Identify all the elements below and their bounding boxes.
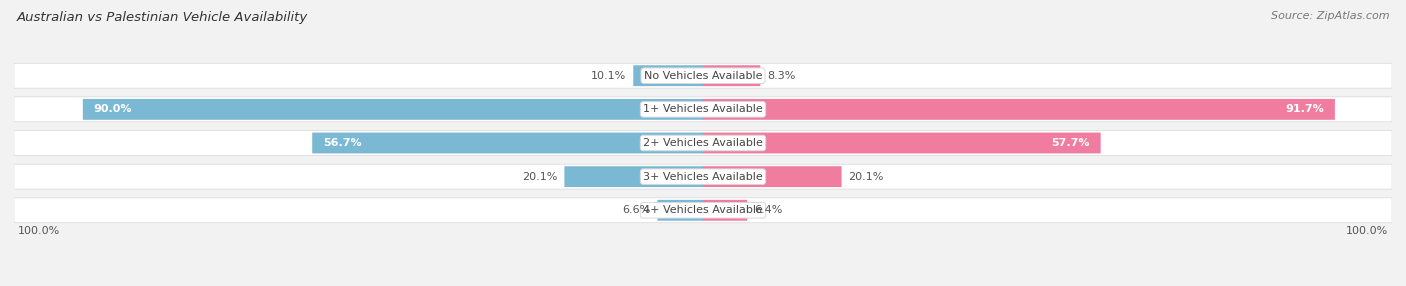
FancyBboxPatch shape <box>703 65 761 86</box>
Text: 100.0%: 100.0% <box>17 226 59 236</box>
Text: 6.4%: 6.4% <box>754 205 782 215</box>
FancyBboxPatch shape <box>14 164 1392 189</box>
Text: 91.7%: 91.7% <box>1285 104 1324 114</box>
FancyBboxPatch shape <box>14 198 1392 223</box>
Text: No Vehicles Available: No Vehicles Available <box>644 71 762 81</box>
Text: 6.6%: 6.6% <box>623 205 651 215</box>
FancyBboxPatch shape <box>633 65 703 86</box>
Text: 4+ Vehicles Available: 4+ Vehicles Available <box>643 205 763 215</box>
Text: 1+ Vehicles Available: 1+ Vehicles Available <box>643 104 763 114</box>
Text: 10.1%: 10.1% <box>592 71 627 81</box>
FancyBboxPatch shape <box>14 130 1392 156</box>
Text: Source: ZipAtlas.com: Source: ZipAtlas.com <box>1271 11 1389 21</box>
Text: 57.7%: 57.7% <box>1052 138 1090 148</box>
FancyBboxPatch shape <box>14 97 1392 122</box>
FancyBboxPatch shape <box>703 166 842 187</box>
FancyBboxPatch shape <box>312 133 703 153</box>
Text: 20.1%: 20.1% <box>522 172 558 182</box>
Text: 8.3%: 8.3% <box>768 71 796 81</box>
FancyBboxPatch shape <box>564 166 703 187</box>
Text: 2+ Vehicles Available: 2+ Vehicles Available <box>643 138 763 148</box>
FancyBboxPatch shape <box>703 133 1101 153</box>
FancyBboxPatch shape <box>658 200 703 221</box>
FancyBboxPatch shape <box>83 99 703 120</box>
FancyBboxPatch shape <box>703 200 747 221</box>
Text: 100.0%: 100.0% <box>1347 226 1389 236</box>
Text: 90.0%: 90.0% <box>93 104 132 114</box>
FancyBboxPatch shape <box>703 99 1334 120</box>
Text: 56.7%: 56.7% <box>323 138 361 148</box>
FancyBboxPatch shape <box>14 63 1392 88</box>
Text: 3+ Vehicles Available: 3+ Vehicles Available <box>643 172 763 182</box>
Text: Australian vs Palestinian Vehicle Availability: Australian vs Palestinian Vehicle Availa… <box>17 11 308 24</box>
Text: 20.1%: 20.1% <box>848 172 884 182</box>
